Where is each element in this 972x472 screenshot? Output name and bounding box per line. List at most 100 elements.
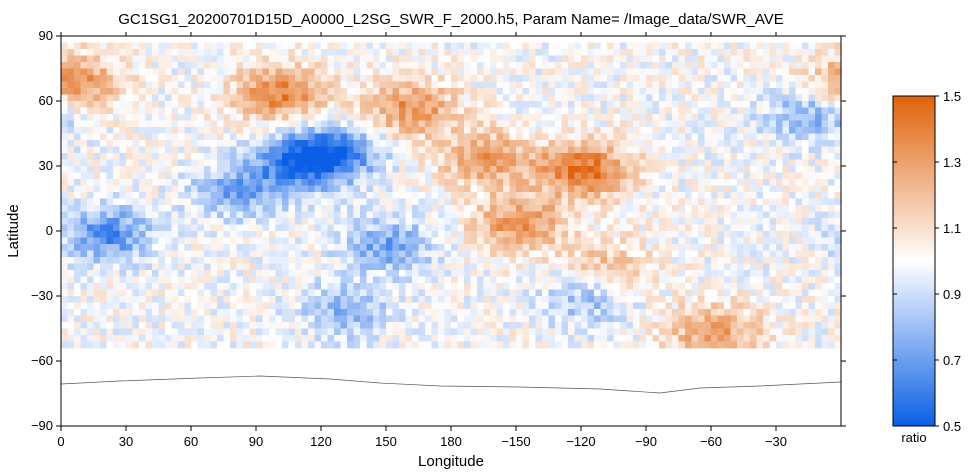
map-cell: [685, 101, 692, 108]
map-cell: [659, 185, 666, 193]
map-cell: [295, 127, 302, 134]
map-cell: [438, 250, 445, 258]
map-cell: [87, 205, 94, 212]
map-cell: [165, 55, 172, 63]
map-cell: [672, 153, 679, 160]
map-cell: [821, 146, 829, 154]
map-cell: [607, 198, 614, 206]
map-cell: [347, 192, 354, 199]
map-cell: [87, 270, 94, 277]
map-cell: [704, 49, 712, 56]
map-cell: [204, 179, 211, 186]
map-cell: [353, 55, 361, 63]
map-cell: [418, 94, 426, 102]
map-cell: [828, 153, 835, 160]
map-cell: [314, 146, 322, 154]
map-cell: [652, 94, 660, 102]
map-cell: [834, 296, 841, 303]
map-cell: [737, 270, 744, 277]
map-cell: [542, 159, 549, 167]
map-cell: [717, 263, 725, 271]
map-cell: [548, 133, 556, 141]
map-cell: [503, 244, 510, 251]
map-cell: [288, 114, 296, 121]
map-cell: [230, 153, 237, 160]
map-cell: [470, 289, 478, 297]
map-cell: [223, 244, 231, 251]
map-cell: [548, 198, 556, 206]
map-cell: [789, 94, 796, 102]
map-cell: [821, 283, 829, 290]
map-cell: [470, 231, 478, 238]
map-cell: [295, 114, 302, 121]
map-cell: [158, 42, 166, 50]
map-cell: [529, 120, 536, 128]
map-cell: [379, 224, 387, 232]
map-cell: [67, 244, 75, 251]
map-cell: [282, 49, 289, 56]
map-cell: [275, 153, 283, 160]
map-cell: [535, 198, 543, 206]
map-cell: [399, 172, 406, 180]
map-cell: [587, 127, 595, 134]
map-cell: [678, 257, 686, 264]
map-cell: [457, 42, 465, 50]
map-cell: [782, 192, 790, 199]
map-cell: [542, 107, 549, 115]
map-cell: [555, 283, 562, 290]
map-cell: [542, 237, 549, 245]
map-cell: [548, 68, 556, 76]
map-cell: [217, 101, 224, 108]
map-cell: [490, 107, 497, 115]
map-cell: [418, 237, 426, 245]
map-cell: [769, 302, 777, 310]
map-cell: [542, 140, 549, 147]
map-cell: [587, 133, 595, 141]
map-cell: [67, 81, 75, 89]
map-cell: [262, 101, 270, 108]
map-cell: [815, 133, 822, 141]
map-cell: [275, 101, 283, 108]
map-cell: [412, 81, 419, 89]
map-cell: [724, 250, 731, 258]
map-cell: [373, 276, 380, 284]
map-cell: [165, 257, 172, 264]
map-cell: [275, 218, 283, 225]
map-cell: [236, 153, 244, 160]
map-cell: [750, 192, 757, 199]
map-cell: [789, 166, 796, 173]
map-cell: [782, 49, 790, 56]
map-cell: [730, 81, 738, 89]
map-cell: [386, 224, 393, 232]
map-cell: [535, 42, 543, 50]
map-cell: [165, 101, 172, 108]
map-cell: [353, 244, 361, 251]
map-cell: [230, 81, 237, 89]
map-cell: [743, 263, 751, 271]
map-cell: [626, 231, 634, 238]
map-cell: [269, 309, 276, 316]
map-cell: [126, 75, 133, 82]
map-cell: [548, 114, 556, 121]
map-cell: [249, 224, 257, 232]
map-cell: [789, 283, 796, 290]
map-cell: [262, 296, 270, 303]
map-cell: [61, 114, 68, 121]
map-cell: [197, 302, 205, 310]
map-cell: [223, 159, 231, 167]
map-cell: [191, 179, 198, 186]
map-cell: [769, 192, 777, 199]
map-cell: [834, 276, 841, 284]
map-cell: [93, 49, 101, 56]
map-cell: [678, 75, 686, 82]
map-cell: [620, 198, 627, 206]
map-cell: [581, 146, 588, 154]
map-cell: [308, 237, 315, 245]
map-cell: [301, 250, 309, 258]
map-cell: [503, 107, 510, 115]
map-cell: [132, 68, 140, 76]
map-cell: [691, 231, 699, 238]
map-cell: [477, 211, 484, 219]
map-cell: [659, 198, 666, 206]
map-cell: [249, 81, 257, 89]
